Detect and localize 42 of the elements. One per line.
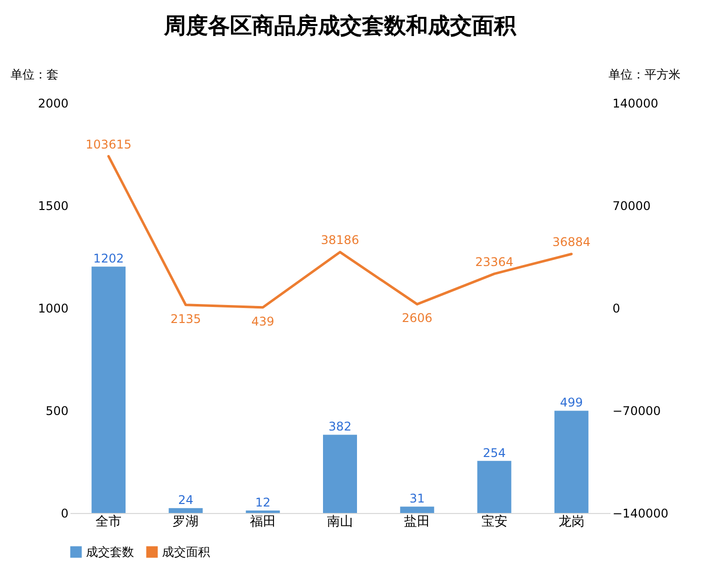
data-label: 36884 xyxy=(552,234,591,249)
data-label: 2135 xyxy=(170,312,201,326)
data-label: 24 xyxy=(178,493,194,508)
x-tick-label: 龙岗 xyxy=(558,514,584,530)
data-label: 439 xyxy=(251,314,274,328)
data-label: 31 xyxy=(410,492,425,506)
y-tick-label: 1000 xyxy=(38,302,68,316)
bar xyxy=(323,434,357,513)
legend-label: 成交面积 xyxy=(162,545,210,559)
y-tick-label: 0 xyxy=(60,506,68,520)
y2-tick-label: −70000 xyxy=(612,404,661,418)
data-label: 499 xyxy=(560,396,583,410)
data-label: 38186 xyxy=(320,233,360,248)
data-label: 1202 xyxy=(93,252,124,266)
bar xyxy=(400,506,434,513)
bar xyxy=(92,266,126,513)
y-tick-label: 2000 xyxy=(38,96,68,110)
y2-tick-label: 140000 xyxy=(612,96,658,110)
legend-label: 成交套数 xyxy=(86,545,134,559)
data-label: 103615 xyxy=(86,137,132,152)
y-tick-label: 1500 xyxy=(38,199,68,213)
y2-tick-label: 0 xyxy=(612,302,620,316)
y2-tick-label: −140000 xyxy=(612,506,668,520)
chart-title: 周度各区商品房成交套数和成交面积 xyxy=(163,13,517,39)
y2-tick-label: 70000 xyxy=(612,199,651,213)
y-tick-label: 500 xyxy=(46,404,68,418)
x-tick-label: 南山 xyxy=(327,514,353,530)
y-axis-title: 单位：套 xyxy=(10,68,58,82)
bar xyxy=(477,460,512,513)
x-tick-label: 宝安 xyxy=(481,514,508,530)
y2-axis-title: 单位：平方米 xyxy=(608,68,680,82)
x-tick-label: 全市 xyxy=(96,514,122,530)
x-tick-label: 罗湖 xyxy=(172,514,199,530)
x-tick-label: 福田 xyxy=(250,514,276,530)
bar xyxy=(554,410,588,513)
data-label: 2606 xyxy=(402,311,432,326)
data-label: 12 xyxy=(255,496,270,510)
x-tick-label: 盐田 xyxy=(404,514,430,530)
data-label: 254 xyxy=(482,446,506,460)
bar xyxy=(168,508,203,513)
data-label: 382 xyxy=(328,420,352,434)
data-label: 23364 xyxy=(475,254,514,269)
